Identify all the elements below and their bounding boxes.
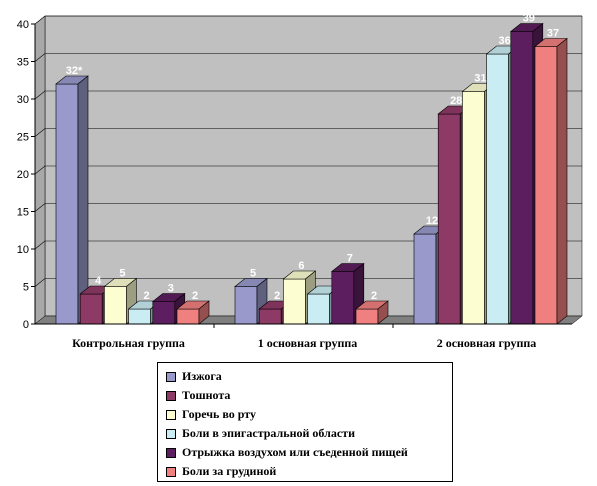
gridline — [34, 53, 582, 62]
legend-swatch — [166, 428, 176, 439]
data-label: 28 — [450, 95, 462, 107]
bar-front — [152, 301, 176, 325]
legend-swatch — [166, 466, 176, 477]
bar — [176, 300, 210, 325]
bar-front — [462, 91, 485, 325]
data-label: 12 — [426, 215, 438, 227]
x-category-label: 1 основная группа — [258, 336, 358, 350]
y-tick-label: 25 — [17, 132, 29, 144]
gridline — [34, 90, 582, 100]
gridline — [34, 203, 582, 212]
data-label: 5 — [250, 268, 256, 280]
gridlines — [34, 15, 582, 287]
legend-item: Боли за грудиной — [166, 462, 452, 481]
legend-item: Горечь во рту — [166, 405, 452, 424]
x-category-label: Контрольная группа — [72, 336, 185, 350]
data-label: 2 — [371, 290, 377, 302]
bar-front — [437, 113, 461, 325]
y-tick-label: 20 — [17, 169, 29, 181]
data-label: 2 — [144, 290, 150, 302]
bar-front — [510, 31, 534, 325]
legend-label: Горечь во рту — [182, 407, 257, 421]
gridline — [34, 240, 582, 250]
bar — [55, 75, 89, 325]
bar-front — [104, 286, 127, 325]
bar-side — [377, 300, 389, 325]
data-label: 4 — [95, 275, 102, 287]
data-label: 39 — [523, 13, 535, 25]
legend-swatch — [166, 409, 176, 420]
bar-front — [413, 233, 437, 325]
gridline — [34, 128, 582, 137]
x-axis: Контрольная группа 1 основная группа 2 осн… — [35, 323, 572, 350]
data-label: 7 — [347, 253, 353, 265]
legend-swatch — [166, 447, 176, 458]
bar-front — [128, 308, 151, 325]
bar-front — [355, 308, 379, 325]
legend-label: Тошнота — [182, 388, 231, 402]
legend-swatch — [166, 371, 176, 382]
bar-front — [307, 293, 330, 325]
y-tick-label: 10 — [17, 244, 29, 256]
bar-front — [234, 286, 258, 325]
bar-side — [556, 37, 568, 325]
bar-front — [55, 83, 79, 325]
legend-label: Боли за грудиной — [182, 464, 277, 478]
data-labels: 32* 4 5 2 3 2 5 2 6 7 2 12 28 31 36 39 37 — [66, 13, 559, 303]
gridline — [34, 15, 582, 25]
data-label: 31 — [474, 73, 486, 85]
legend-item: Боли в эпигастральной области — [166, 424, 452, 443]
bar — [534, 37, 568, 325]
y-tick-label: 35 — [17, 57, 29, 69]
bar-front — [176, 308, 200, 325]
data-label: 32* — [66, 65, 83, 77]
legend-swatch — [166, 390, 176, 401]
data-label: 36 — [498, 35, 510, 47]
data-label: 2 — [274, 290, 280, 302]
y-tick-label: 0 — [23, 319, 29, 331]
legend-label: Изжога — [182, 369, 222, 383]
bar-side — [77, 75, 89, 325]
legend-label: Боли в эпигастральной области — [182, 426, 355, 440]
y-tick-label: 40 — [17, 19, 29, 31]
bars — [55, 22, 568, 325]
data-label: 2 — [192, 290, 198, 302]
y-tick-label: 30 — [17, 94, 29, 106]
bar-front — [283, 278, 306, 325]
gridline — [34, 165, 582, 175]
bar-front — [258, 308, 282, 325]
x-category-label: 2 основная группа — [437, 336, 537, 350]
bar-side — [198, 300, 210, 325]
data-label: 5 — [119, 268, 125, 280]
legend-item: Изжога — [166, 367, 452, 386]
bar — [355, 300, 389, 325]
data-label: 6 — [298, 260, 304, 272]
bar-front — [486, 53, 509, 325]
bar-front — [331, 271, 355, 325]
y-tick-label: 15 — [17, 207, 29, 219]
legend-label: Отрыжка воздухом или съеденной пищей — [182, 445, 408, 459]
data-label: 37 — [547, 28, 559, 40]
gridline — [34, 278, 582, 287]
y-tick-label: 5 — [23, 282, 29, 294]
legend: Изжога Тошнота Горечь во рту Боли в эпигаст… — [157, 362, 453, 482]
legend-item: Отрыжка воздухом или съеденной пищей — [166, 443, 452, 462]
bar-front — [79, 293, 103, 325]
y-axis: 0 5 10 15 20 25 30 35 40 — [17, 19, 36, 331]
bar-front — [534, 46, 558, 325]
data-label: 3 — [168, 283, 174, 295]
legend-item: Тошнота — [166, 386, 452, 405]
